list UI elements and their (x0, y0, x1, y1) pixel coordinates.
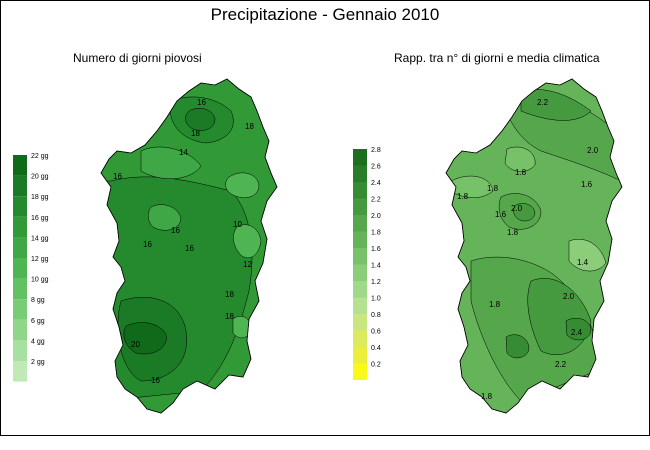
contour-label: 16 (185, 244, 194, 253)
contour-label: 2.0 (587, 146, 599, 155)
legend-label: 18 gg (31, 194, 49, 201)
legend-swatch (353, 314, 367, 331)
legend-swatch (353, 347, 367, 364)
legend-label: 1.0 (371, 296, 381, 303)
legend-swatch (13, 361, 27, 382)
legend-label: 12 gg (31, 256, 49, 263)
legend-swatch (13, 258, 27, 279)
legend-swatch (353, 330, 367, 347)
legend-label: 2.2 (371, 197, 381, 204)
contour-label: 2.4 (571, 328, 583, 337)
figure-title: Precipitazione - Gennaio 2010 (210, 5, 440, 24)
legend-swatch (13, 196, 27, 217)
right-map-subtitle: Rapp. tra n° di giorni e media climatica (394, 51, 600, 65)
contour-label: 18 (245, 122, 254, 131)
left-map-subtitle: Numero di giorni piovosi (73, 51, 202, 65)
contour-label: 12 (243, 260, 252, 269)
legend-swatch (13, 340, 27, 361)
contour-label: 18 (225, 290, 234, 299)
legend-label: 14 gg (31, 235, 49, 242)
legend-swatch (13, 278, 27, 300)
legend-label: 2.4 (371, 180, 381, 187)
legend-label: 2.0 (371, 213, 381, 220)
legend-swatch (13, 319, 27, 341)
legend-swatch (13, 237, 27, 258)
contour-label: 2.0 (563, 292, 575, 301)
contour-label: 1.6 (495, 210, 507, 219)
legend-label: 0.8 (371, 312, 381, 319)
legend-swatch (353, 363, 367, 380)
map-figure: Precipitazione - Gennaio 2010 Numero di … (0, 0, 650, 436)
legend-swatch (353, 182, 367, 199)
legend-swatch (13, 175, 27, 197)
legend-swatch (353, 215, 367, 232)
legend-label: 0.6 (371, 329, 381, 336)
legend-label: 22 gg (31, 153, 49, 160)
legend-swatch (353, 165, 367, 182)
legend-label: 1.4 (371, 263, 381, 270)
legend-swatch (13, 216, 27, 238)
legend-label: 6 gg (31, 318, 45, 325)
legend-label: 2.8 (371, 147, 381, 154)
rainy-days-legend: 22 gg 20 gg 18 gg 16 gg 14 gg 12 gg 10 gg 8 gg 6… (13, 153, 49, 382)
ratio-legend: 2.8 2.6 2.4 2.2 2.0 1.8 1.6 1.4 1.2 1.0 0.8 0.6 0.4 0… (353, 147, 381, 380)
contour-label: 16 (143, 240, 152, 249)
contour-label: 1.8 (507, 228, 519, 237)
contour-label: 16 (151, 376, 160, 385)
contour-label: 14 (179, 148, 188, 157)
legend-swatch (353, 281, 367, 298)
climate-ratio-map: 2.2 2.0 1.8 1.6 1.8 1.8 2.0 1.6 1.8 1.4 … (445, 78, 623, 414)
legend-swatch (353, 149, 367, 166)
contour-label: 16 (197, 98, 206, 107)
contour-label: 1.6 (581, 180, 593, 189)
legend-label: 16 gg (31, 215, 49, 222)
contour-label: 1.8 (489, 300, 501, 309)
contour-label: 1.8 (457, 192, 469, 201)
rainy-days-map: 16 18 14 16 18 16 16 10 12 18 16 20 18 1… (100, 78, 278, 414)
legend-label: 20 gg (31, 174, 49, 181)
legend-swatch (13, 299, 27, 320)
contour-label: 1.8 (515, 168, 527, 177)
legend-label: 1.2 (371, 279, 381, 286)
contour-label: 16 (171, 226, 180, 235)
legend-swatch (353, 198, 367, 215)
map-canvas: 16 18 14 16 18 16 16 10 12 18 16 20 18 1… (13, 78, 623, 414)
legend-swatch (353, 248, 367, 265)
legend-swatch (353, 297, 367, 314)
contour-label: 2.0 (511, 204, 523, 213)
legend-label: 1.8 (371, 230, 381, 237)
contour-label: 16 (113, 172, 122, 181)
legend-label: 4 gg (31, 338, 45, 345)
legend-swatch (353, 231, 367, 248)
legend-label: 0.4 (371, 345, 381, 352)
contour-label: 18 (191, 129, 200, 138)
contour-label: 10 (233, 220, 242, 229)
legend-swatch (13, 155, 27, 176)
contour-label: 1.8 (481, 392, 493, 401)
contour-label: 1.8 (487, 184, 499, 193)
legend-label: 1.6 (371, 246, 381, 253)
contour-label: 2.2 (555, 360, 567, 369)
legend-label: 2 gg (31, 359, 45, 366)
contour-label: 18 (225, 312, 234, 321)
legend-label: 0.2 (371, 362, 381, 369)
contour-label: 1.4 (577, 258, 589, 267)
legend-label: 10 gg (31, 277, 49, 284)
legend-label: 8 gg (31, 297, 45, 304)
legend-swatch (353, 264, 367, 281)
legend-label: 2.6 (371, 164, 381, 171)
contour-label: 2.2 (537, 98, 549, 107)
contour-label: 20 (131, 340, 140, 349)
